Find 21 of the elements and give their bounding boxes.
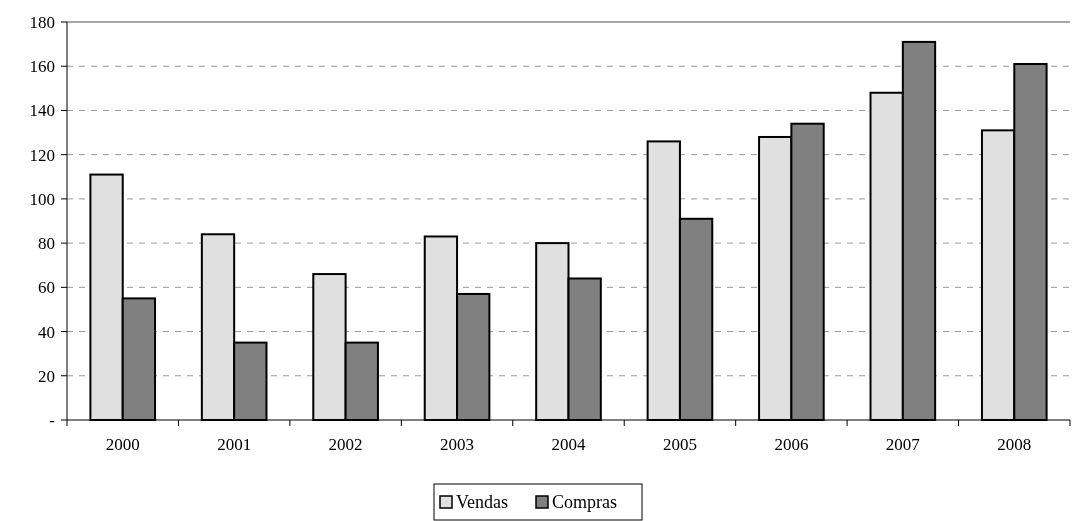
y-tick-label: 140 — [29, 101, 55, 121]
y-tick-label: 40 — [38, 322, 55, 342]
x-tick-label: 2000 — [105, 435, 140, 454]
y-tick-label: 120 — [29, 145, 55, 165]
y-tick-label: 80 — [38, 234, 55, 254]
x-tick-label: 2004 — [551, 435, 586, 454]
legend-label: Vendas — [456, 492, 508, 513]
legend-label: Compras — [552, 492, 617, 513]
y-tick-label: 180 — [29, 12, 55, 32]
y-tick-label: 160 — [29, 57, 55, 77]
y-tick-label: 100 — [29, 189, 55, 209]
y-tick-label: 20 — [38, 366, 55, 386]
x-tick-label: 2008 — [997, 435, 1032, 454]
x-tick-label: 2006 — [774, 435, 809, 454]
x-tick-label: 2005 — [662, 435, 697, 454]
y-tick-label: 60 — [38, 278, 55, 298]
x-tick-label: 2003 — [440, 435, 475, 454]
x-tick-label: 2007 — [885, 435, 921, 454]
x-tick-label: 2002 — [328, 435, 363, 454]
y-tick-label: - — [49, 410, 56, 430]
x-tick-label: 2001 — [217, 435, 252, 454]
